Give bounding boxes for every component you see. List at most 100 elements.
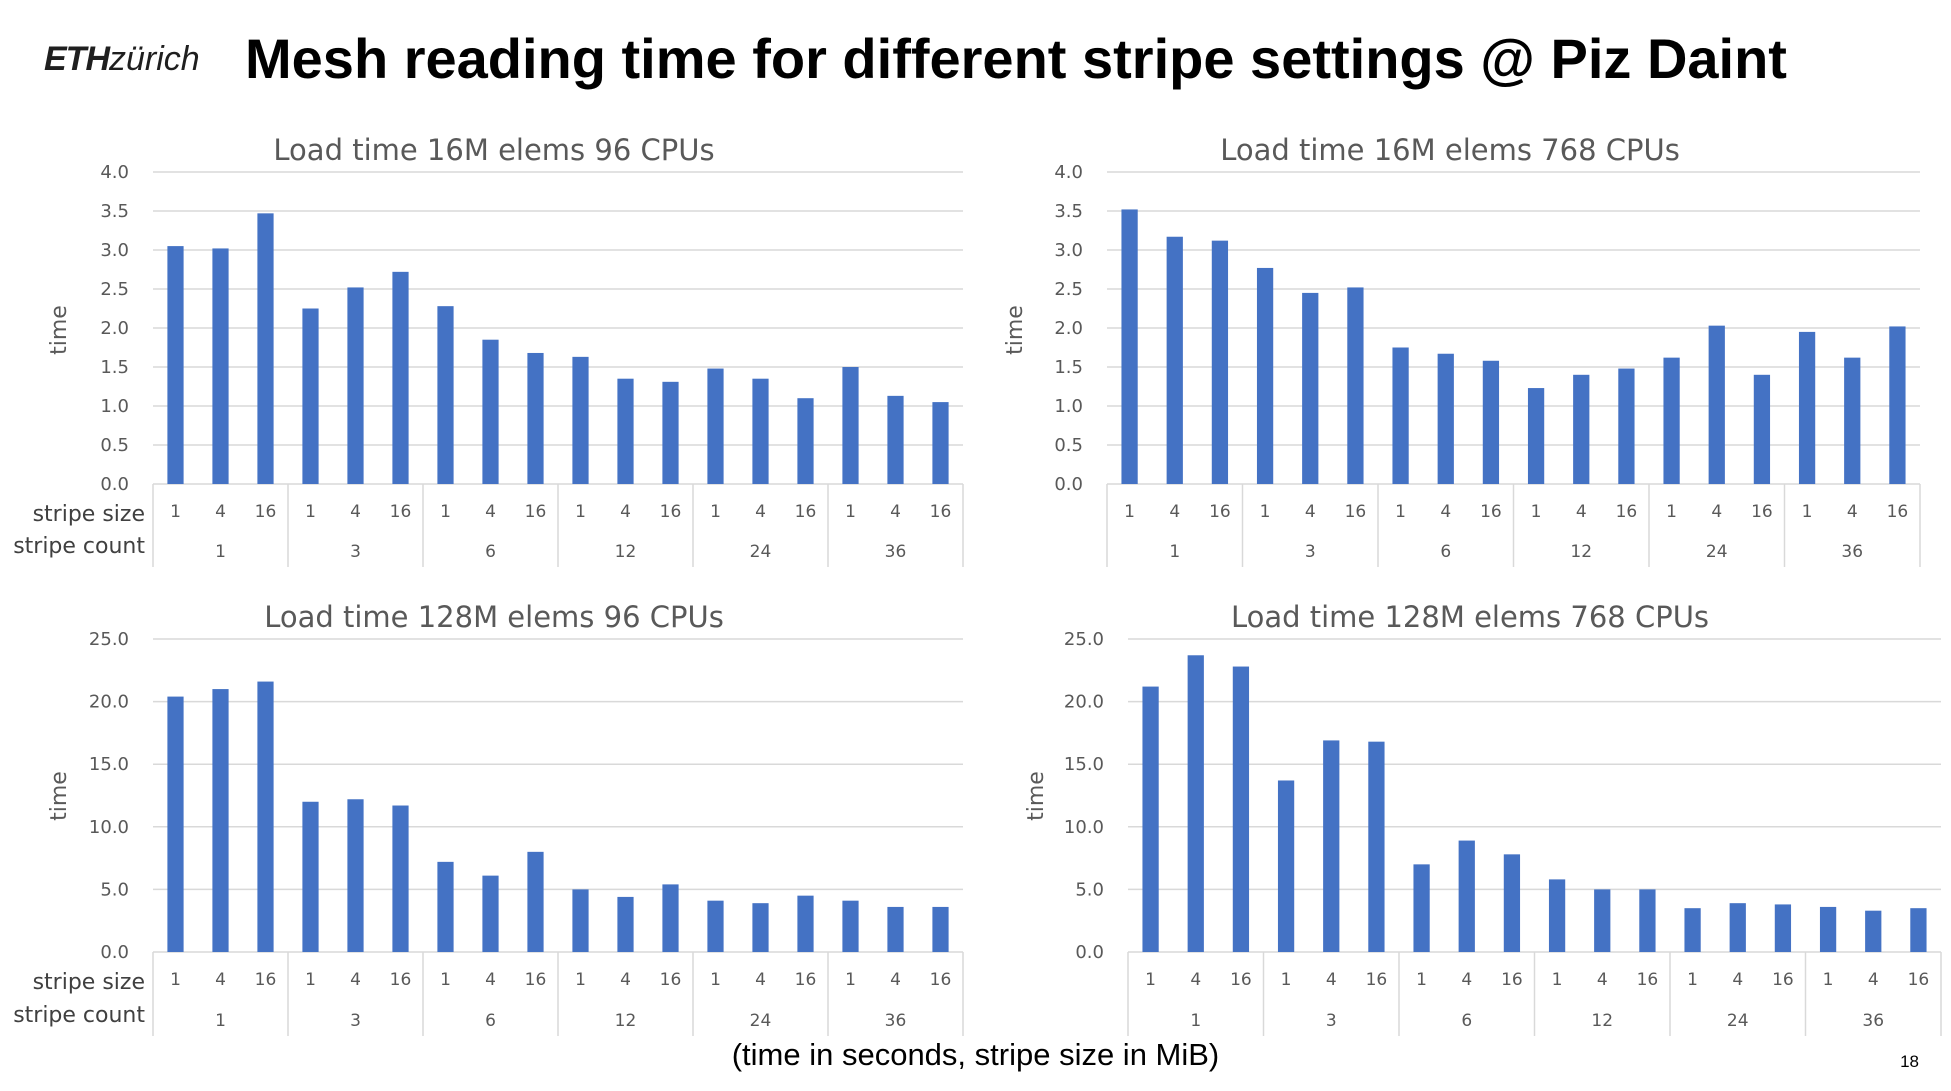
stripe-size-label: 4: [1597, 970, 1608, 990]
bar: [572, 889, 589, 952]
bar: [662, 381, 679, 484]
stripe-size-label: 16: [660, 970, 682, 990]
stripe-size-label: 1: [440, 502, 451, 522]
stripe-size-label: 4: [1732, 970, 1743, 990]
y-tick-label: 0.0: [100, 942, 129, 963]
bar: [347, 799, 364, 952]
stripe-size-label: 1: [710, 970, 721, 990]
y-tick-label: 1.5: [1054, 357, 1083, 378]
bar: [1889, 326, 1906, 484]
bar: [392, 805, 409, 952]
stripe-size-label: 16: [795, 970, 817, 990]
stripe-size-label: 16: [525, 502, 547, 522]
stripe-size-label: 1: [1416, 970, 1427, 990]
bar: [887, 395, 904, 484]
stripe-size-label: 1: [1145, 970, 1156, 990]
bar: [797, 398, 814, 484]
stripe-size-label: 16: [525, 970, 547, 990]
stripe-size-label: 1: [1823, 970, 1834, 990]
bar: [1392, 347, 1409, 484]
y-tick-label: 5.0: [100, 879, 129, 900]
y-tick-label: 1.0: [100, 396, 129, 417]
bar: [662, 884, 679, 952]
row-label-stripe-count: stripe count: [13, 1003, 145, 1028]
y-tick-label: 0.0: [1075, 942, 1104, 963]
bar: [1323, 740, 1340, 952]
bar: [1594, 889, 1611, 952]
y-axis-label: time: [47, 771, 72, 821]
bar: [842, 900, 859, 952]
stripe-size-label: 4: [215, 970, 226, 990]
y-tick-label: 5.0: [1075, 879, 1104, 900]
chart-title: Load time 16M elems 96 CPUs: [273, 133, 714, 167]
y-tick-label: 3.0: [1054, 240, 1083, 261]
stripe-size-label: 4: [1440, 502, 1451, 522]
bar: [1729, 903, 1746, 952]
bar: [752, 378, 769, 484]
bar: [1639, 889, 1656, 952]
bar: [527, 352, 544, 484]
stripe-size-label: 4: [620, 970, 631, 990]
stripe-size-label: 1: [1666, 502, 1677, 522]
stripe-size-label: 4: [620, 502, 631, 522]
stripe-size-label: 1: [1124, 502, 1135, 522]
bar: [167, 246, 184, 484]
stripe-size-label: 16: [1209, 502, 1231, 522]
bar: [1548, 879, 1566, 952]
y-tick-label: 3.0: [100, 240, 129, 261]
bar: [1618, 368, 1635, 484]
y-tick-label: 25.0: [1064, 629, 1104, 650]
stripe-size-label: 16: [930, 970, 952, 990]
stripe-size-label: 16: [255, 970, 277, 990]
bar: [887, 906, 904, 952]
row-label-stripe-count: stripe count: [13, 534, 145, 559]
stripe-size-label: 1: [1281, 970, 1292, 990]
bar: [1844, 357, 1861, 484]
bar: [932, 906, 949, 952]
y-tick-label: 2.5: [100, 279, 129, 300]
y-tick-label: 0.0: [1054, 474, 1083, 495]
bar: [1121, 209, 1138, 484]
stripe-count-label: 12: [615, 1011, 637, 1031]
bar: [572, 356, 589, 484]
y-tick-label: 4.0: [100, 162, 129, 183]
stripe-count-label: 6: [1440, 542, 1451, 562]
stripe-size-label: 16: [1345, 502, 1367, 522]
stripe-size-label: 1: [170, 970, 181, 990]
stripe-size-label: 4: [755, 502, 766, 522]
stripe-size-label: 1: [575, 970, 586, 990]
bar: [1437, 353, 1454, 484]
stripe-size-label: 16: [1501, 970, 1523, 990]
stripe-size-label: 1: [1531, 502, 1542, 522]
stripe-size-label: 4: [1190, 970, 1201, 990]
bar: [1708, 325, 1725, 484]
bar: [617, 378, 634, 484]
stripe-size-label: 16: [1480, 502, 1502, 522]
y-tick-label: 1.5: [100, 357, 129, 378]
bar: [1256, 267, 1274, 484]
stripe-count-label: 24: [1727, 1011, 1749, 1031]
chart-title: Load time 128M elems 768 CPUs: [1231, 600, 1709, 634]
bar: [752, 903, 769, 952]
stripe-count-label: 12: [1570, 542, 1592, 562]
logo-bold-text: ETH: [44, 40, 110, 78]
slide-title: Mesh reading time for different stripe s…: [245, 27, 1787, 90]
stripe-size-label: 16: [660, 502, 682, 522]
bar: [1277, 780, 1295, 952]
bar: [347, 287, 364, 484]
bar: [1798, 331, 1816, 484]
y-tick-label: 10.0: [89, 817, 129, 838]
stripe-size-label: 16: [1637, 970, 1659, 990]
stripe-count-label: 12: [615, 542, 637, 562]
stripe-size-label: 4: [485, 970, 496, 990]
stripe-size-label: 16: [1366, 970, 1388, 990]
bar: [1232, 666, 1250, 952]
page-number: 18: [1900, 1052, 1919, 1071]
stripe-size-label: 4: [1461, 970, 1472, 990]
stripe-size-label: 4: [1576, 502, 1587, 522]
bar: [482, 875, 499, 952]
bar: [212, 248, 229, 484]
y-tick-label: 2.5: [1054, 279, 1083, 300]
bar: [527, 851, 544, 952]
bar: [1413, 864, 1430, 952]
